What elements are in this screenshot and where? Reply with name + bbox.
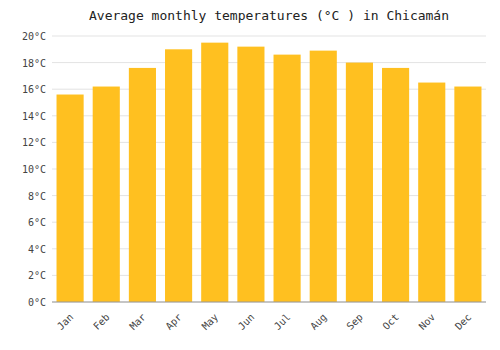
grid-line [52,302,486,303]
y-tick-label: 12°C [22,137,46,148]
x-tick-label: Oct [380,311,401,332]
bar [274,55,301,302]
x-axis: Jan Feb Mar Apr May Jun Jul Aug Sep Oct Nov Dec [52,302,486,332]
x-tick-label: Jul [272,311,293,332]
y-tick-label: 8°C [28,191,46,202]
x-tick-label: Apr [163,311,184,332]
y-axis: 0°C 2°C 4°C 6°C 8°C 10°C 12°C 14°C 16°C 18°C 20°C [22,31,486,308]
chart: Average monthly temperatures (°C ) in Ch… [0,0,500,350]
x-tick-label: Sep [344,311,365,332]
bar [454,87,481,302]
bar [346,63,373,302]
title: Average monthly temperatures (°C ) in Ch… [89,8,449,23]
y-tick-label: 4°C [28,244,46,255]
y-tick-label: 18°C [22,58,46,69]
bar [57,95,84,302]
grid-line [52,36,486,37]
y-tick-label: 14°C [22,111,46,122]
y-tick-label: 16°C [22,84,46,95]
x-tick-label: Aug [308,311,329,332]
bars [57,43,482,302]
bar [201,43,228,302]
x-tick-label: Feb [91,311,112,332]
y-tick-label: 2°C [28,270,46,281]
grid-line [52,62,486,63]
bar [237,47,264,302]
x-tick-label: May [200,311,221,332]
x-tick-label: Jun [236,311,257,332]
x-tick-label: Dec [453,311,474,332]
chart-container: Average monthly temperatures (°C ) in Ch… [0,0,500,350]
bar [93,87,120,302]
bar [310,51,337,302]
bar [129,68,156,302]
x-tick-label: Jan [55,311,76,332]
y-tick-label: 6°C [28,217,46,228]
y-tick-label: 20°C [22,31,46,42]
bar [418,83,445,302]
x-tick-label: Nov [417,311,438,332]
bar [165,49,192,302]
x-axis-line [52,302,486,303]
x-tick-label: Mar [127,311,148,332]
y-tick-label: 0°C [28,297,46,308]
bar [382,68,409,302]
y-tick-label: 10°C [22,164,46,175]
